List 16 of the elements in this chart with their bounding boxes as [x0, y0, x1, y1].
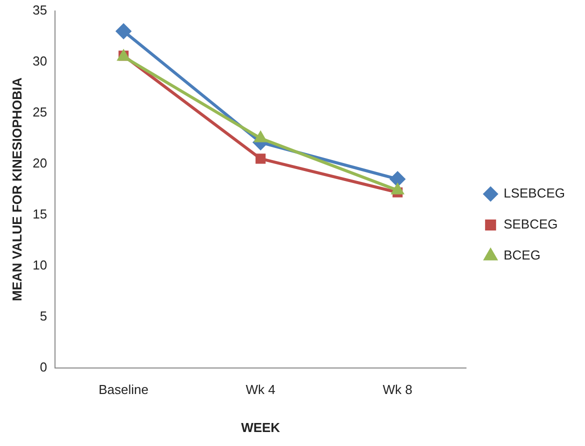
y-tick-label: 15: [32, 206, 48, 222]
y-tick-label: 0: [40, 359, 48, 374]
y-tick-label: 25: [32, 104, 48, 120]
y-tick-label: 10: [32, 257, 48, 272]
y-tick-label: 30: [32, 53, 48, 68]
y-tick-label: 35: [32, 2, 48, 18]
x-tick-label: Wk 4: [246, 382, 276, 398]
y-tick-label: 5: [40, 308, 48, 324]
legend-label: BCEG: [504, 248, 540, 263]
y-axis-title: MEAN VALUE FOR KINESIOPHOBIA: [9, 76, 24, 302]
x-axis-title: WEEK: [241, 420, 281, 435]
x-tick-label: Wk 8: [382, 382, 412, 398]
legend-label: LSEBCEG: [504, 186, 566, 201]
legend-label: SEBCEG: [504, 216, 558, 232]
y-tick-label: 20: [32, 155, 48, 170]
x-tick-label: Baseline: [98, 382, 148, 398]
